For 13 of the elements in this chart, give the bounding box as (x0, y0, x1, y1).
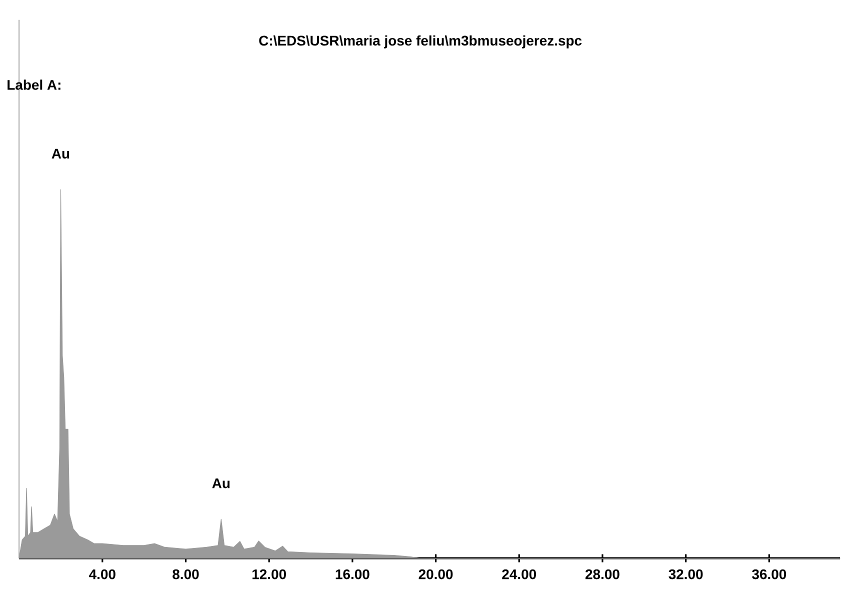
x-tick-label: 12.00 (252, 569, 286, 580)
text: Label A: (8, 80, 60, 90)
x-tick-label: 16.00 (336, 569, 370, 580)
x-tick-label: 24.00 (502, 569, 536, 580)
x-tick-label: 32.00 (668, 569, 703, 580)
chart-title: C:\EDS\USR\maria jose feliu\m3bmuseojerez.spc (259, 35, 582, 48)
x-tick-label: 20.00 (418, 569, 453, 580)
x-tick-label: 4.00 (89, 569, 116, 580)
x-tick-label: 8.00 (172, 569, 199, 580)
annotation: Au (52, 148, 70, 159)
x-tick-label: 36.00 (752, 569, 786, 580)
annotation: Au (212, 478, 230, 488)
x-tick-label: 28.00 (585, 569, 620, 580)
